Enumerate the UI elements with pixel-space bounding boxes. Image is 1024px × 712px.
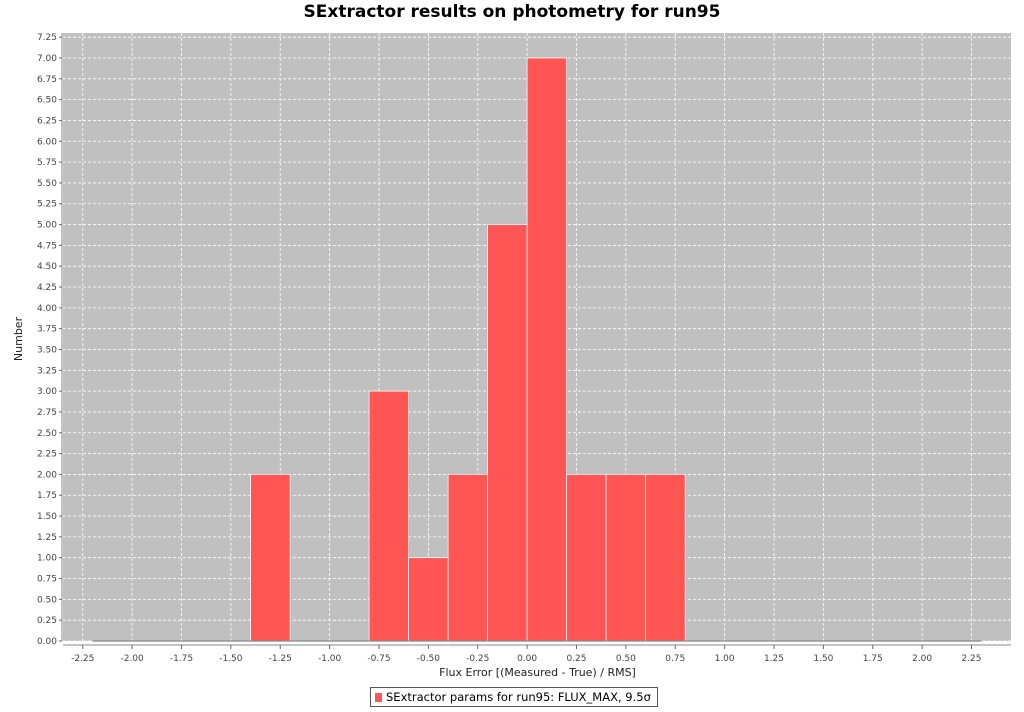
y-tick-label: 3.25 [37,366,57,376]
histogram-bar [368,390,409,642]
x-tick-label: -0.50 [417,654,441,664]
y-tick-label: 1.00 [37,554,57,564]
x-tick-label: -1.25 [269,654,292,664]
x-tick-label: -0.25 [466,654,489,664]
bars [250,57,686,642]
y-tick-label: 5.75 [37,158,57,168]
x-tick-label: 2.25 [961,654,981,664]
y-tick-label: 3.75 [37,325,57,335]
y-tick-label: 6.25 [37,116,57,126]
x-tick-label: -2.00 [120,654,144,664]
y-tick-label: 4.50 [37,262,57,272]
histogram-bar [250,474,291,642]
chart-title: SExtractor results on photometry for run… [303,2,721,22]
x-tick-label: -1.00 [318,654,342,664]
y-tick-label: 7.25 [37,33,57,43]
y-tick-label: 1.75 [37,491,57,501]
histogram-bar [605,474,646,642]
y-tick-label: 0.00 [37,637,57,647]
y-tick-label: 0.50 [37,595,57,605]
y-tick-label: 2.75 [37,408,57,418]
x-tick-label: 2.00 [912,654,932,664]
y-tick-label: 5.25 [37,200,57,210]
histogram-bar [526,57,567,642]
y-tick-label: 1.50 [37,512,57,522]
y-tick-label: 3.50 [37,345,57,355]
y-axis-ticks: 0.00 0.25 0.50 0.75 1.00 1.25 1.50 1.75 2.00 2.25… [37,33,62,647]
x-tick-label: -1.50 [219,654,243,664]
y-axis-label: Number [12,316,25,361]
y-tick-label: 6.50 [37,96,57,106]
x-tick-label: -1.75 [170,654,193,664]
x-tick-label: 1.00 [715,654,735,664]
x-tick-label: 0.25 [566,654,586,664]
histogram-bar [487,224,528,642]
y-tick-label: 0.25 [37,616,57,626]
y-tick-label: 4.00 [37,304,57,314]
histogram-bar [645,474,686,642]
x-tick-label: 0.75 [665,654,685,664]
y-tick-label: 5.50 [37,179,57,189]
y-tick-label: 5.00 [37,221,57,231]
legend-label: SExtractor params for run95: FLUX_MAX, 9… [386,690,651,704]
y-tick-label: 4.25 [37,283,57,293]
y-tick-label: 6.00 [37,137,57,147]
y-tick-label: 3.00 [37,387,57,397]
y-tick-label: 1.25 [37,533,57,543]
x-tick-label: 0.50 [616,654,636,664]
legend-swatch [375,692,382,702]
gridlines [63,33,1011,642]
histogram-bar [447,474,488,642]
x-tick-label: -0.75 [367,654,390,664]
legend: SExtractor params for run95: FLUX_MAX, 9… [370,687,658,707]
y-tick-label: 6.75 [37,75,57,85]
x-tick-label: 1.25 [764,654,784,664]
y-tick-label: 2.00 [37,470,57,480]
y-tick-label: 2.50 [37,429,57,439]
x-axis-ticks: -2.25 -2.00 -1.75 -1.50 -1.25 -1.00 -0.75 -0.50… [71,645,982,664]
x-tick-label: 0.00 [517,654,537,664]
x-tick-label: -2.25 [71,654,94,664]
y-tick-label: 7.00 [37,54,57,64]
x-tick-label: 1.75 [863,654,883,664]
histogram-bar [408,557,449,642]
histogram-bar [566,474,607,642]
y-tick-label: 0.75 [37,575,57,585]
x-tick-label: 1.50 [813,654,833,664]
x-axis-label: Flux Error [(Measured - True) / RMS] [439,666,636,679]
y-tick-label: 4.75 [37,241,57,251]
y-tick-label: 2.25 [37,450,57,460]
axes [61,33,1011,646]
